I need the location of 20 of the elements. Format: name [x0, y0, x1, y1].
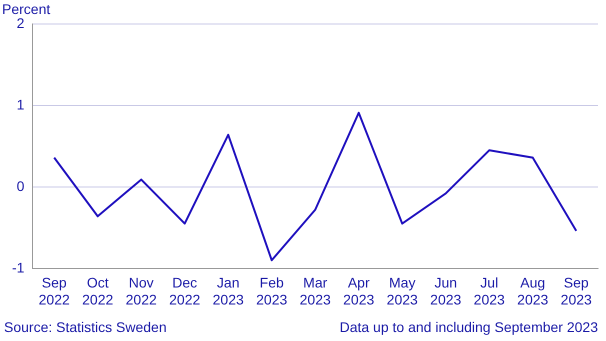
text: Data up to and including September 2023: [340, 319, 598, 335]
x-tick-label: Jul 2023: [474, 274, 506, 308]
x-tick-label: Sep 2023: [560, 274, 592, 308]
x-tick-label: Nov 2022: [126, 274, 157, 308]
x-tick-label: Feb 2023: [256, 274, 288, 308]
x-tick-label: Jun 2023: [430, 274, 462, 308]
y-tick-label: 0: [16, 178, 25, 194]
source-note: Source: Statistics Sweden: [4, 319, 167, 335]
x-tick-label: Oct 2022: [82, 274, 114, 308]
x-tick-label: Dec 2022: [169, 274, 200, 308]
y-axis-title: Percent: [2, 1, 50, 17]
x-tick-label: Jan 2023: [212, 274, 244, 308]
x-tick-label: Apr 2023: [343, 274, 375, 308]
x-tick-label: Sep 2022: [38, 274, 70, 308]
x-tick-label: Aug 2023: [517, 274, 549, 308]
y-tick-label: -1: [12, 259, 25, 276]
x-tick-label: Mar 2023: [300, 274, 332, 308]
y-tick-label: 1: [16, 96, 25, 112]
x-tick-label: May 2023: [386, 274, 418, 308]
y-tick-label: 2: [16, 14, 25, 31]
